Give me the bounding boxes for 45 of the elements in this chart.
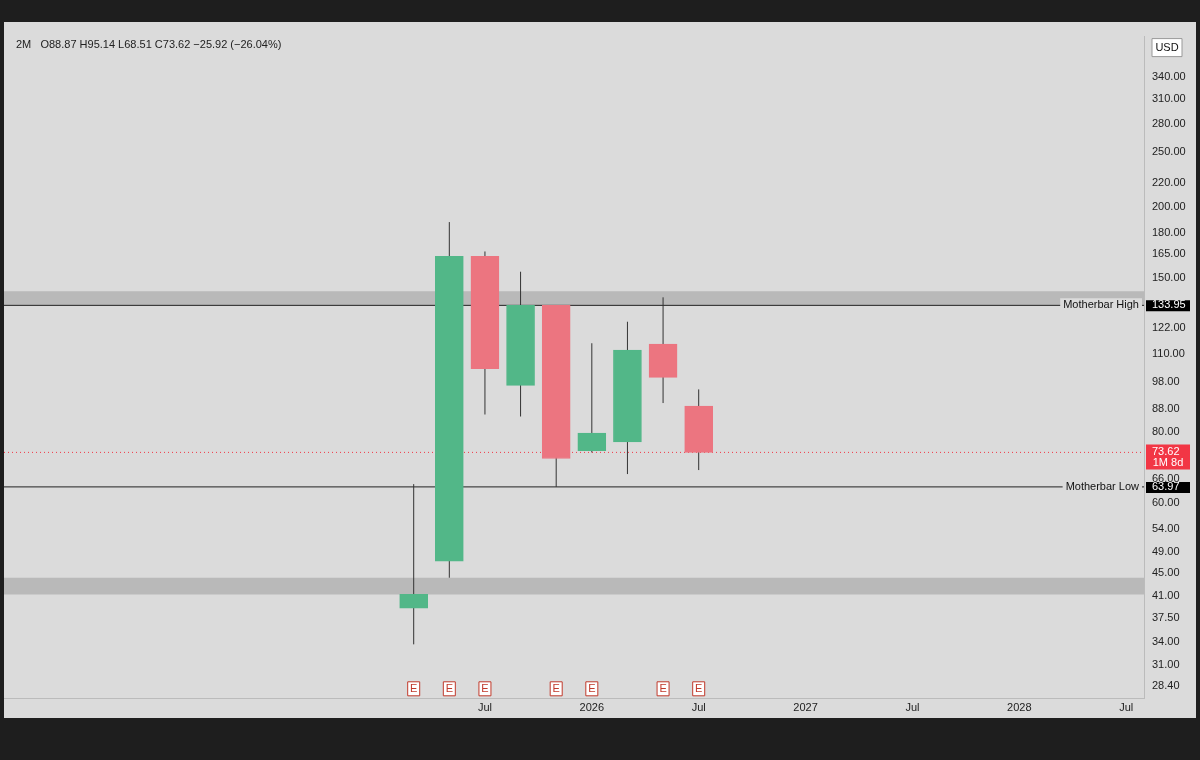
x-tick-label: 2027 (793, 701, 818, 714)
text: 2M O88.87 H95.14 L68.51 C73.62 −25.92 (−26.04%) (16, 37, 282, 50)
y-tick-label: 41.00 (1152, 589, 1180, 602)
ref-line-label: Motherbar Low (1065, 479, 1140, 492)
y-tick-label: 220.00 (1152, 176, 1186, 189)
x-tick-label: Jul (1119, 701, 1134, 714)
annotation: E (659, 681, 667, 694)
y-tick-label: 34.00 (1152, 635, 1180, 648)
annotation: E (481, 681, 489, 694)
y-tick-label: 37.50 (1152, 611, 1180, 624)
y-tick-label: 28.40 (1152, 679, 1180, 692)
y-tick-label: 133.95 (1152, 298, 1186, 311)
x-tick-label: Jul (905, 701, 920, 714)
candlestick (399, 483, 429, 645)
x-tick-label: Jul (477, 701, 492, 714)
y-tick-label: 122.00 (1152, 321, 1186, 334)
y-tick-label: 31.00 (1152, 657, 1180, 670)
y-tick-label: 80.00 (1152, 425, 1180, 437)
annotation: E (445, 681, 453, 694)
annotation: E (410, 681, 418, 694)
x-tick-label: 2028 (1007, 701, 1032, 714)
y-tick-label: 45.00 (1152, 566, 1180, 579)
y-tick-label: 200.00 (1152, 199, 1186, 212)
text: USD (1155, 40, 1179, 53)
annotation: E (588, 681, 596, 694)
y-tick-label: 340.00 (1152, 69, 1186, 82)
annotation: E (552, 681, 560, 694)
y-tick-label: 60.00 (1152, 495, 1180, 508)
y-tick-label: 73.62 (1152, 445, 1180, 458)
ref-line-label: 1M 8d (1152, 456, 1184, 469)
ref-line-label: Motherbar High (1063, 298, 1139, 311)
annotation: E (695, 681, 703, 694)
y-tick-label: 180.00 (1152, 225, 1186, 238)
y-tick-label: 150.00 (1152, 270, 1186, 283)
y-tick-label: 54.00 (1152, 521, 1180, 534)
y-tick-label: 110.00 (1152, 346, 1185, 359)
y-tick-label: 98.00 (1152, 375, 1180, 388)
x-tick-label: 2026 (579, 701, 605, 714)
y-tick-label: 88.00 (1152, 401, 1180, 414)
y-tick-label: 49.00 (1152, 545, 1180, 558)
y-tick-label: 310.00 (1152, 92, 1186, 105)
y-tick-label: 280.00 (1152, 117, 1186, 130)
x-tick-label: Jul (691, 701, 706, 714)
y-tick-label: 250.00 (1152, 145, 1186, 158)
y-tick-label: 165.00 (1152, 247, 1186, 260)
